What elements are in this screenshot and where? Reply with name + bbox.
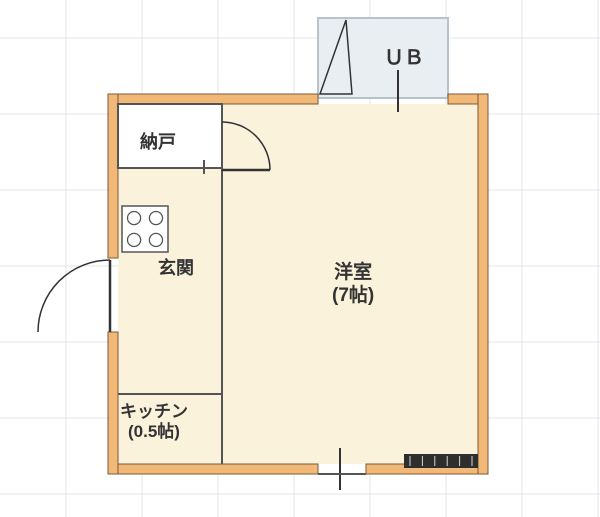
label-nando: 納戸 <box>140 132 176 154</box>
ub-room <box>318 18 448 98</box>
label-ub: ＵＢ <box>384 46 424 70</box>
wall-top-0 <box>108 94 318 104</box>
floorplan-stage: ＵＢ 納戸 玄関 キッチン (0.5帖) 洋室 (7帖) <box>0 0 600 517</box>
stove-icon <box>122 206 168 252</box>
wall-left-0 <box>108 94 118 258</box>
wall-right-0 <box>478 94 488 474</box>
label-main-room: 洋室 (7帖) <box>332 262 374 308</box>
floorplan-svg <box>0 0 600 517</box>
wall-bottom-0 <box>108 464 318 474</box>
label-genkan: 玄関 <box>158 258 194 280</box>
label-kitchen: キッチン (0.5帖) <box>120 402 188 443</box>
bottom-sill <box>404 454 478 468</box>
wall-left-1 <box>108 332 118 474</box>
